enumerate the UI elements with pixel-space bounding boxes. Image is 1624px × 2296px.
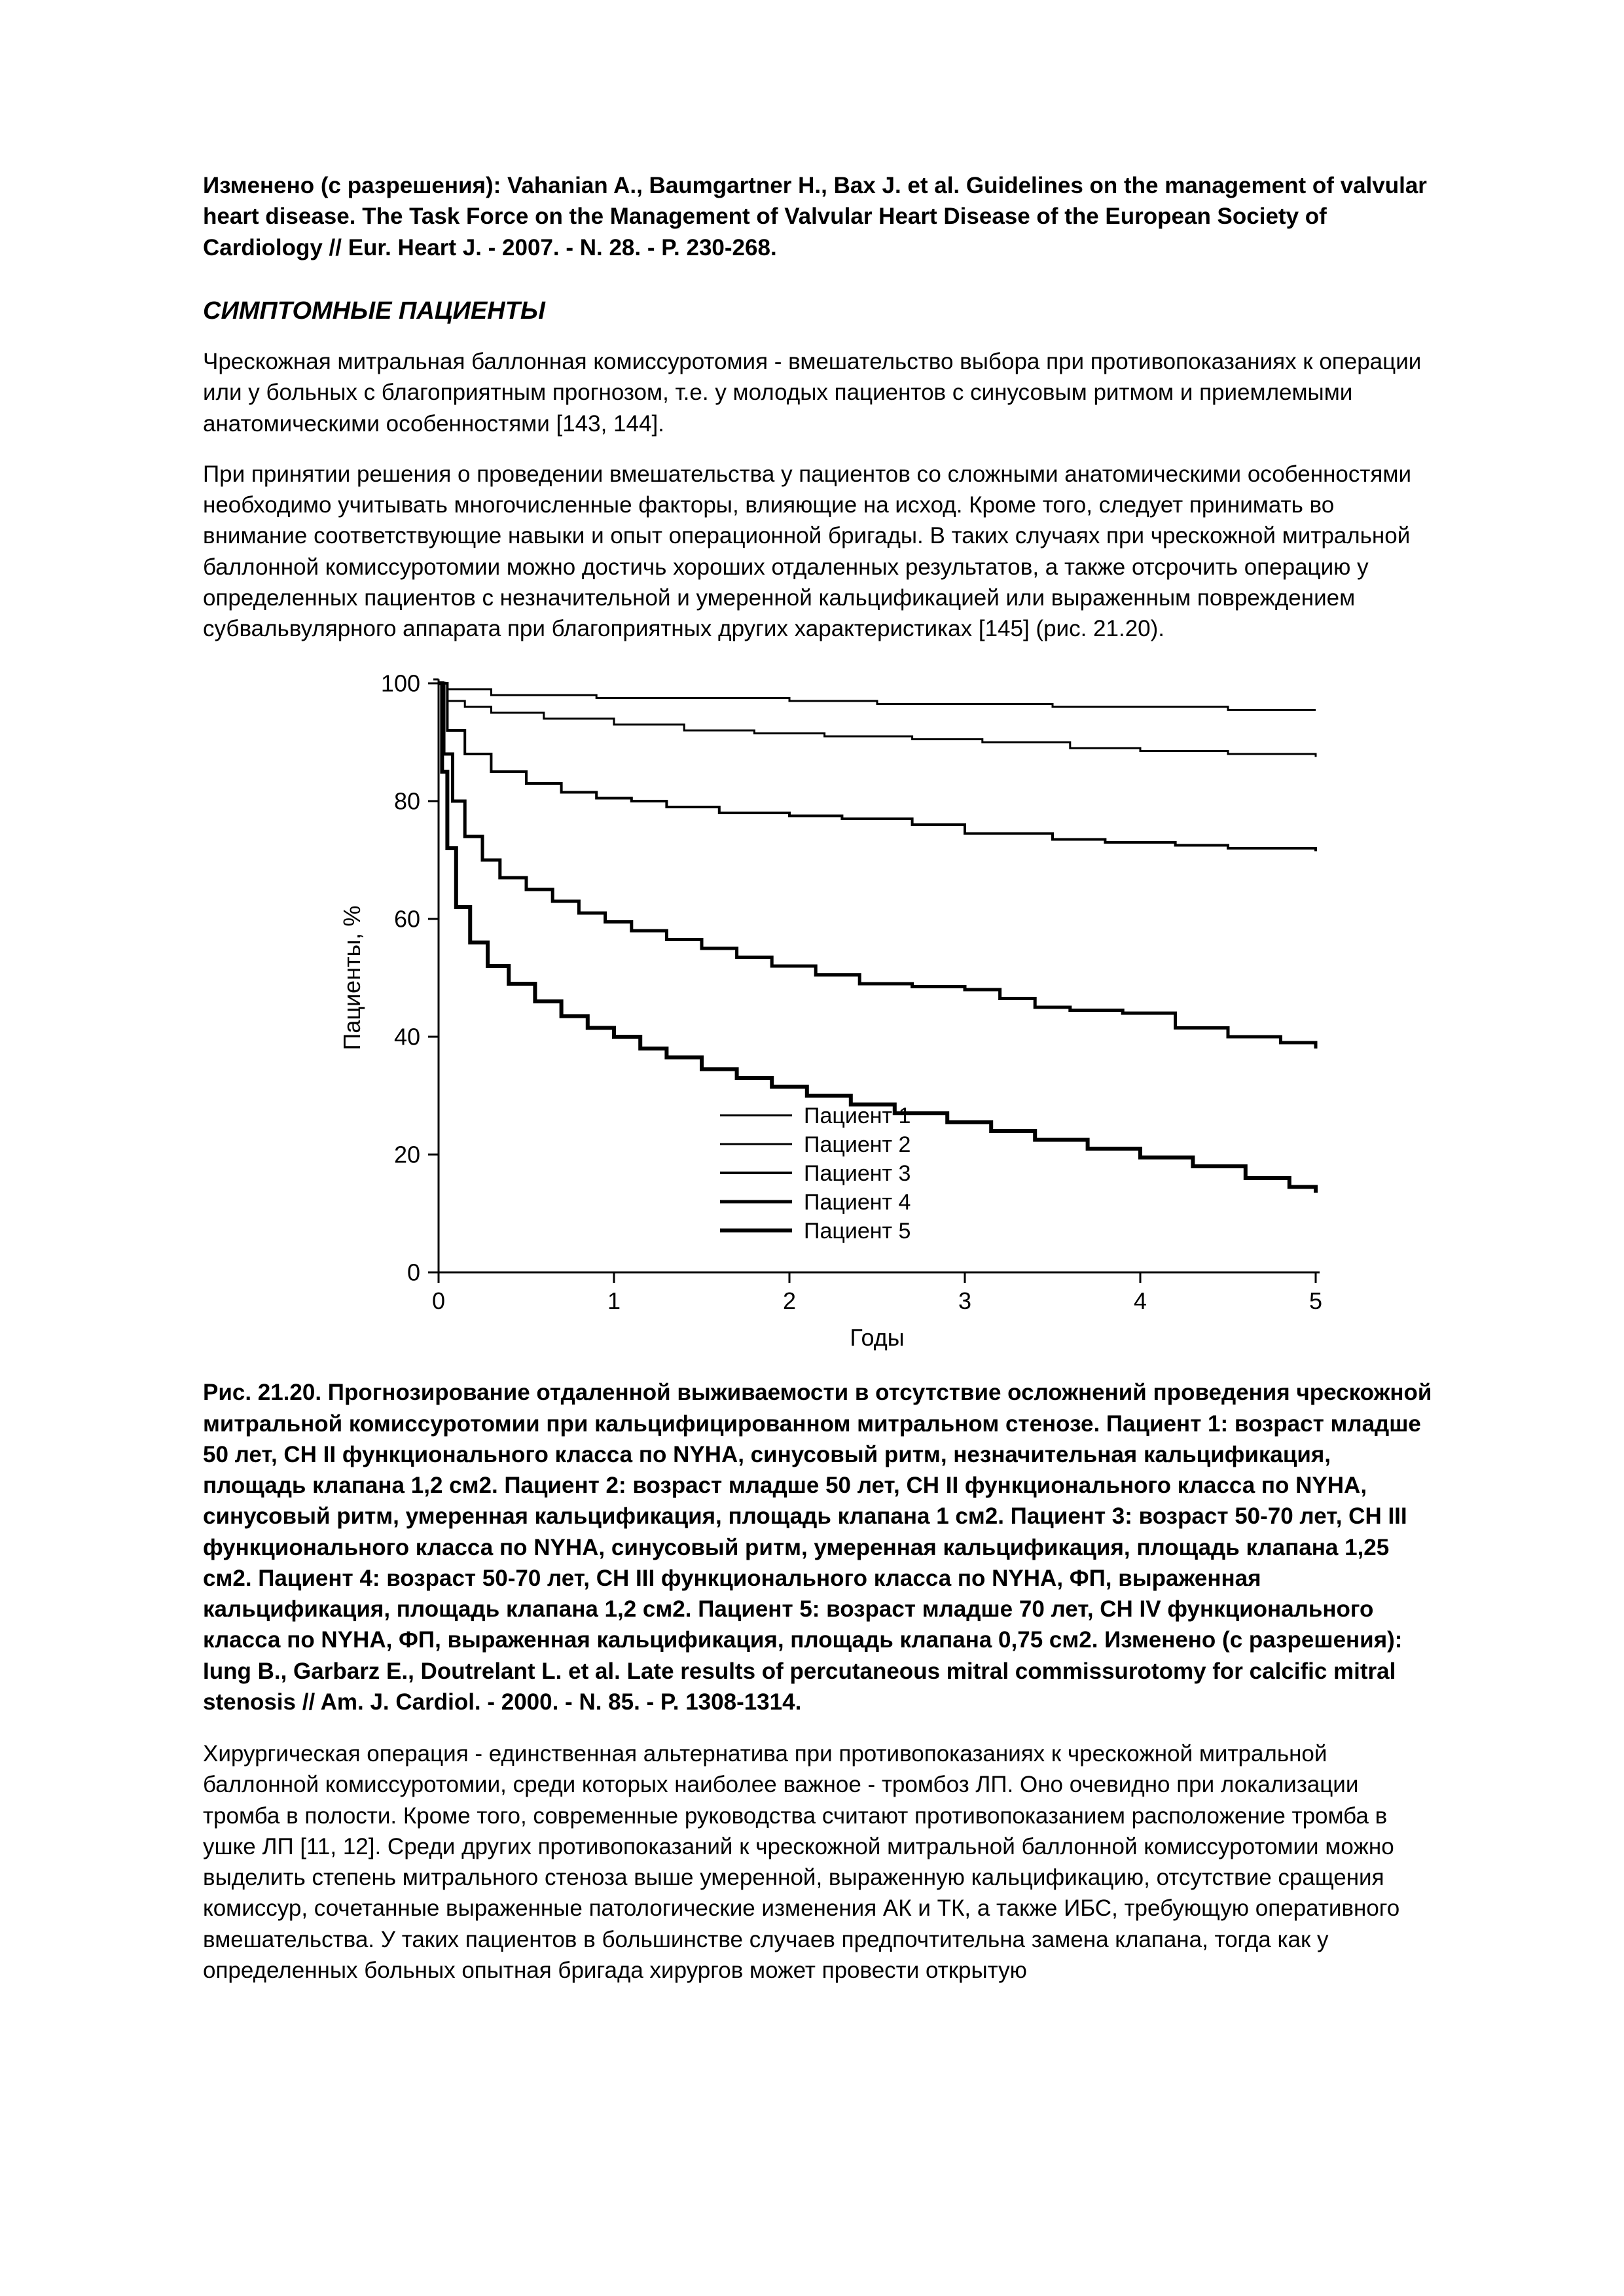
svg-text:100: 100 bbox=[381, 670, 420, 697]
svg-text:80: 80 bbox=[394, 788, 420, 815]
svg-text:4: 4 bbox=[1134, 1287, 1147, 1314]
svg-text:Пациент 3: Пациент 3 bbox=[804, 1161, 911, 1186]
svg-text:5: 5 bbox=[1309, 1287, 1322, 1314]
survival-chart-svg: 0 20 40 60 80 100 0 1 2 3 4 5 Пациенты, % Годы Пациент… bbox=[334, 664, 1342, 1351]
svg-text:Годы: Годы bbox=[850, 1324, 904, 1351]
svg-text:Пациенты, %: Пациенты, % bbox=[338, 906, 365, 1050]
figure-21-20: 0 20 40 60 80 100 0 1 2 3 4 5 Пациенты, % Годы Пациент… bbox=[334, 664, 1434, 1351]
svg-text:0: 0 bbox=[407, 1259, 420, 1286]
svg-text:0: 0 bbox=[432, 1287, 445, 1314]
section-heading: СИМПТОМНЫЕ ПАЦИЕНТЫ bbox=[203, 295, 1434, 328]
svg-text:2: 2 bbox=[783, 1287, 796, 1314]
paragraph-3: Хирургическая операция - единственная ал… bbox=[203, 1738, 1434, 1986]
svg-text:1: 1 bbox=[607, 1287, 621, 1314]
figure-caption: Рис. 21.20. Прогнозирование отдаленной в… bbox=[203, 1377, 1434, 1717]
svg-text:Пациент 4: Пациент 4 bbox=[804, 1190, 911, 1215]
paragraph-2: При принятии решения о проведении вмешат… bbox=[203, 459, 1434, 645]
svg-text:3: 3 bbox=[958, 1287, 971, 1314]
svg-text:40: 40 bbox=[394, 1024, 420, 1050]
svg-text:60: 60 bbox=[394, 906, 420, 933]
svg-text:Пациент 2: Пациент 2 bbox=[804, 1132, 911, 1157]
svg-text:20: 20 bbox=[394, 1141, 420, 1168]
document-page: Изменено (с разрешения): Vahanian A., Ba… bbox=[0, 0, 1624, 2296]
paragraph-1: Чрескожная митральная баллонная комиссур… bbox=[203, 346, 1434, 439]
top-citation: Изменено (с разрешения): Vahanian A., Ba… bbox=[203, 170, 1434, 263]
svg-text:Пациент 5: Пациент 5 bbox=[804, 1219, 911, 1244]
svg-text:Пациент 1: Пациент 1 bbox=[804, 1103, 911, 1128]
